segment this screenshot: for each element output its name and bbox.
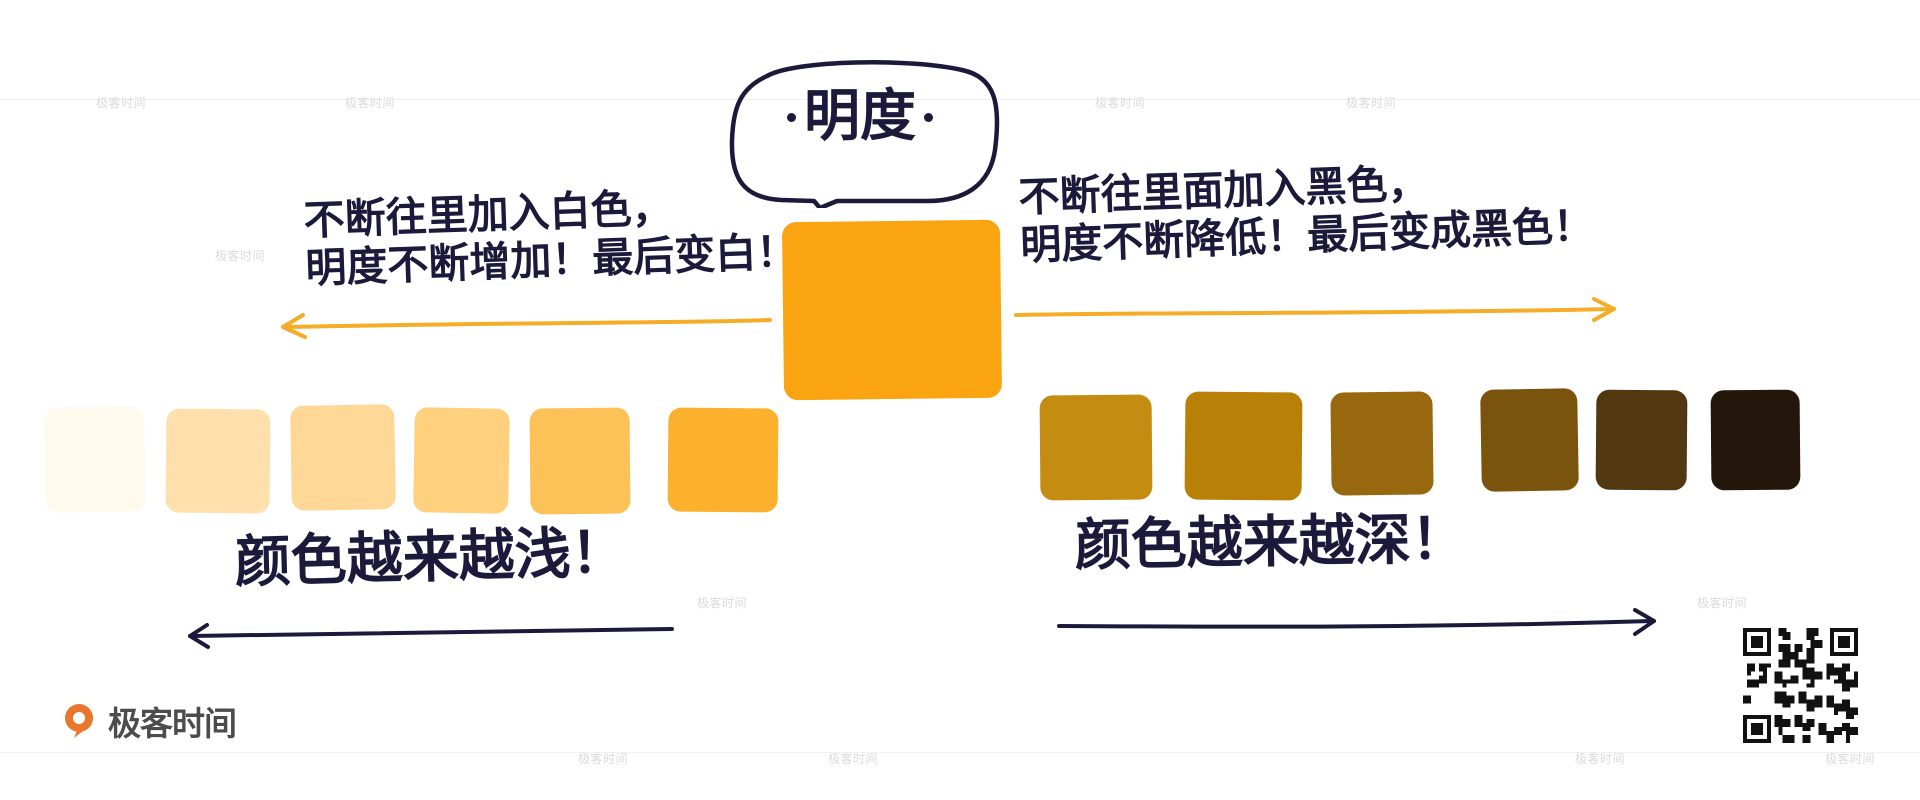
lighter-swatch-4: [413, 407, 510, 514]
arrow-left-icon: [182, 620, 677, 655]
darker-swatch-5: [1595, 389, 1688, 491]
watermark-10: 极客时间: [1575, 752, 1626, 766]
right-description: 不断往里面加入黑色， 明度不断降低！最后变成黑色！: [1017, 159, 1595, 270]
watermark-7: 极客时间: [1697, 596, 1748, 610]
faint-guide-line-bottom: [0, 752, 1920, 753]
base-color-swatch: [781, 219, 1003, 401]
brand: 极客时间: [60, 697, 270, 745]
darker-swatch-2: [1184, 391, 1303, 501]
arrow-left-icon: [275, 303, 775, 339]
darker-swatch-6: [1710, 389, 1801, 491]
lighter-swatch-3: [290, 404, 396, 511]
darker-swatch-4: [1480, 388, 1579, 492]
watermark-6: 极客时间: [697, 596, 748, 610]
watermark-4: 极客时间: [1346, 96, 1397, 110]
diagram-title: 明度: [760, 82, 960, 152]
title-dot-left: [787, 112, 796, 122]
watermark-3: 极客时间: [1095, 96, 1146, 110]
title-dot-right: [924, 112, 933, 122]
arrow-right-icon: [1055, 605, 1660, 643]
qr-code-icon: [1743, 628, 1858, 743]
watermark-11: 极客时间: [1825, 752, 1876, 766]
lighter-swatch-6: [667, 407, 779, 513]
speech-bubble-icon: [725, 58, 1000, 208]
darker-caption: 颜色越来越深！: [1074, 506, 1468, 579]
watermark-1: 极客时间: [96, 96, 147, 110]
brand-logo-icon: [60, 702, 98, 740]
lighter-caption: 颜色越来越浅！: [233, 520, 628, 596]
darker-swatch-3: [1330, 391, 1434, 496]
darker-swatch-1: [1039, 394, 1153, 501]
left-description: 不断往里加入白色， 明度不断增加！最后变白！: [302, 183, 799, 293]
faint-guide-line-top: [0, 99, 1920, 100]
lighter-swatch-5: [529, 407, 631, 515]
lighter-swatch-2: [165, 408, 271, 514]
lighter-swatch-1: [44, 406, 146, 513]
watermark-2: 极客时间: [345, 96, 396, 110]
title-text: 明度: [804, 84, 916, 149]
watermark-9: 极客时间: [828, 752, 879, 766]
arrow-right-icon: [1010, 292, 1620, 327]
brand-name: 极客时间: [108, 705, 237, 742]
watermark-5: 极客时间: [215, 249, 266, 263]
watermark-8: 极客时间: [578, 752, 629, 766]
